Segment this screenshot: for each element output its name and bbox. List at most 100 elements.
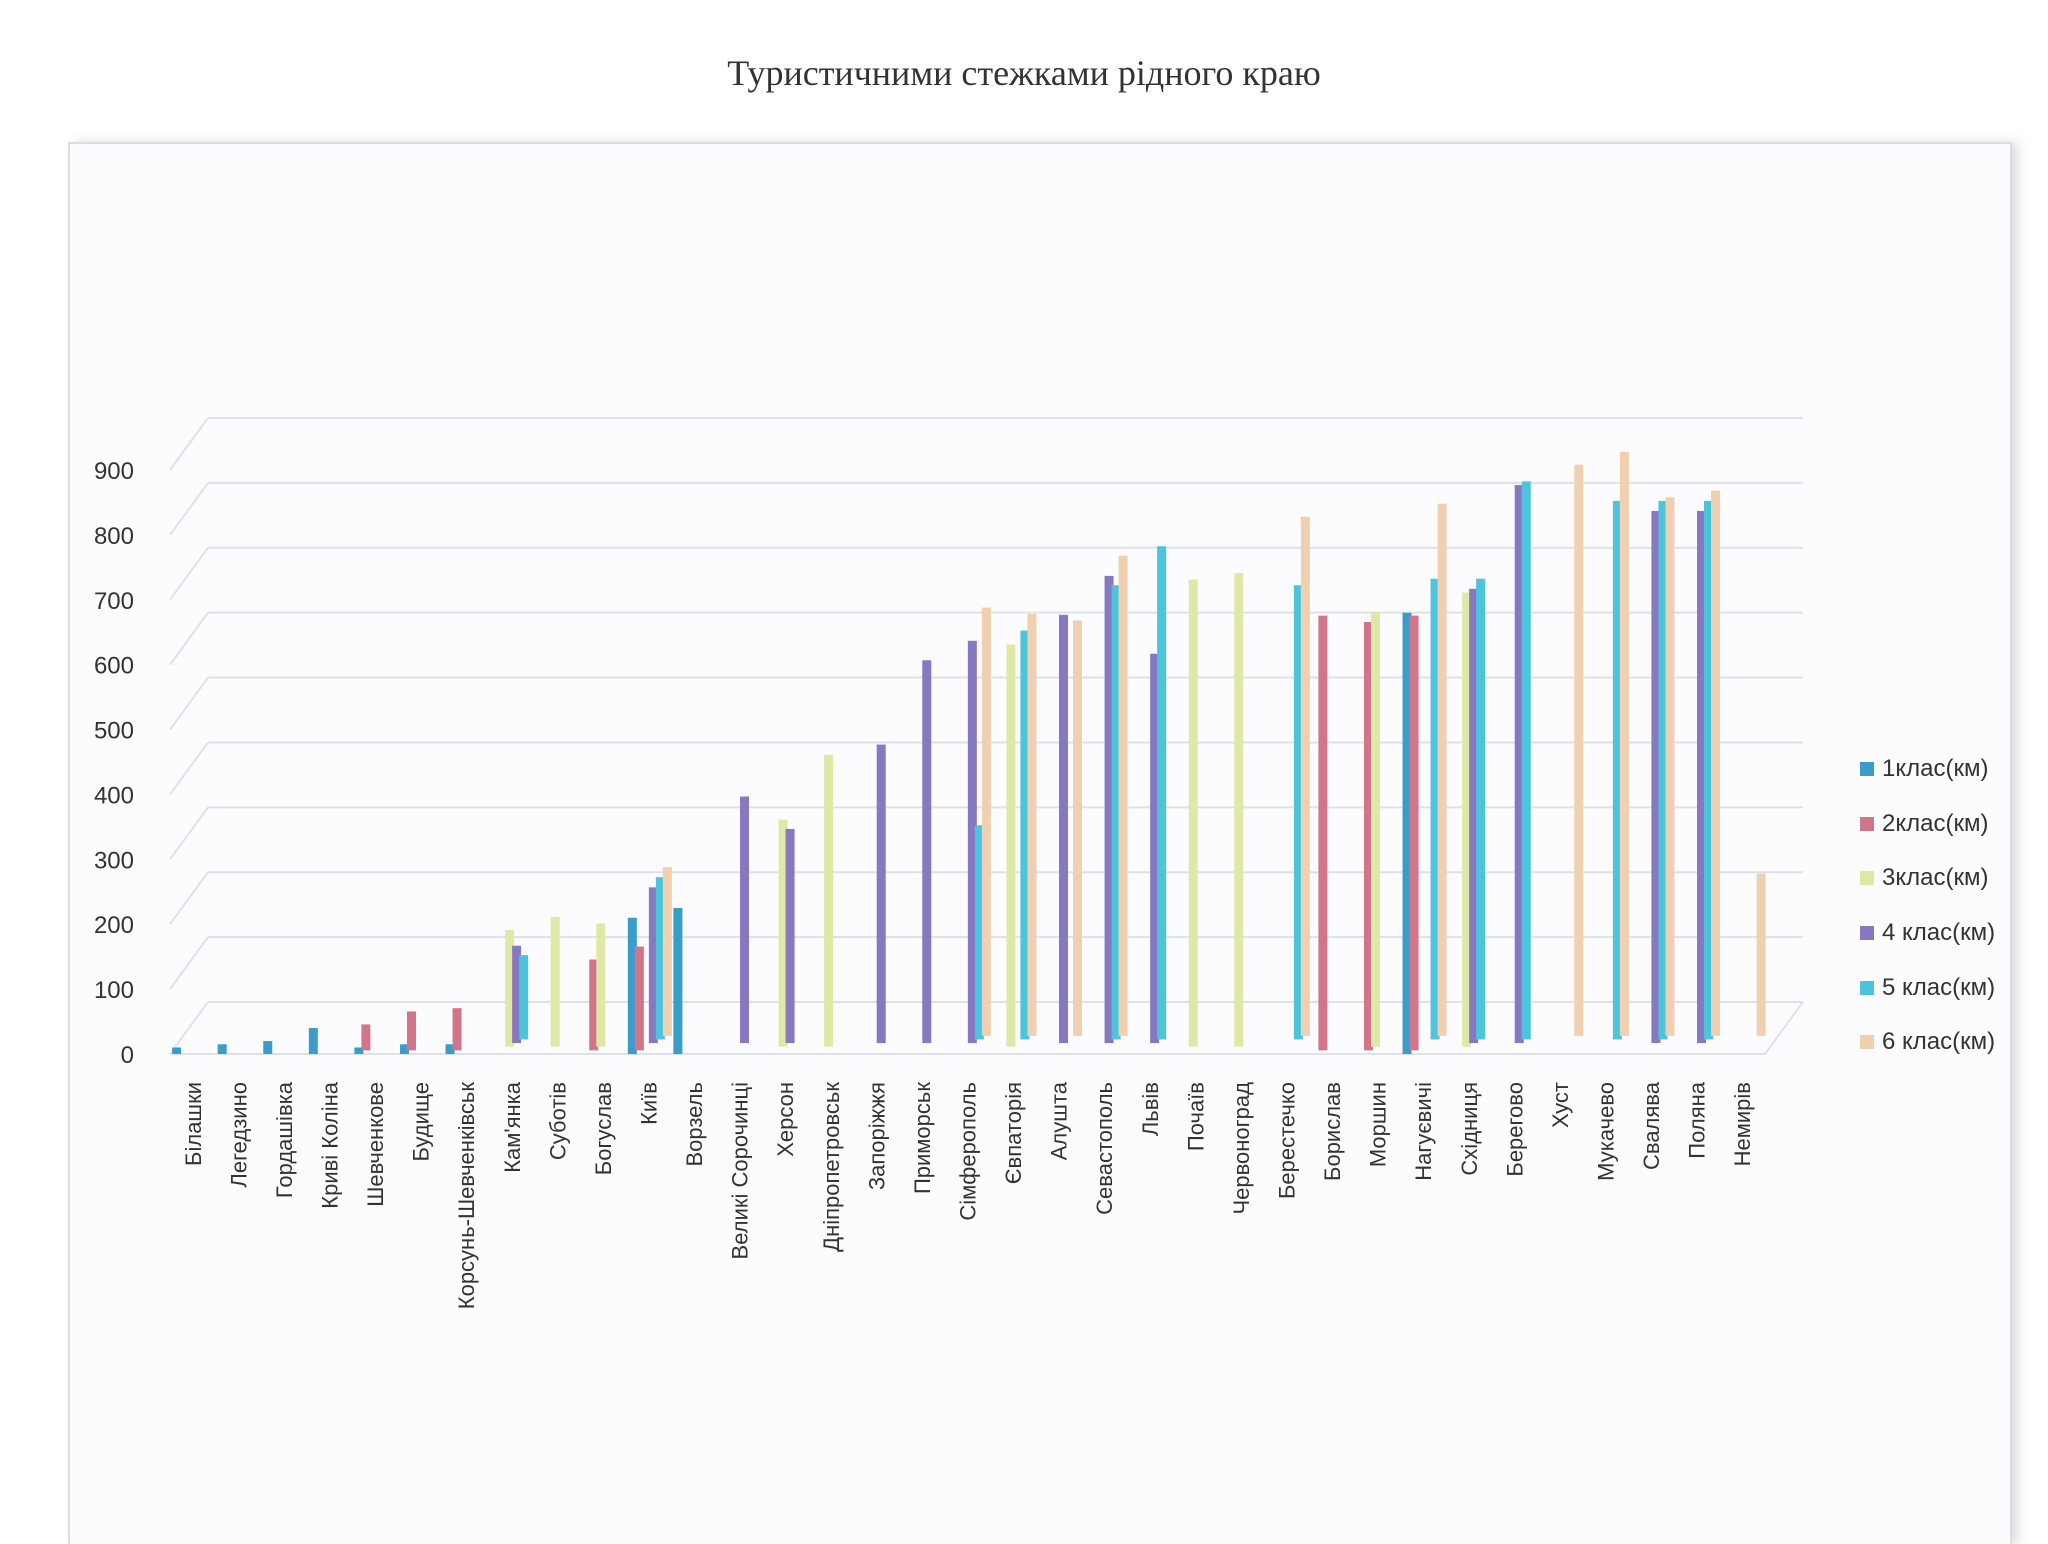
x-tick-label-6: Корсунь-Шевченківськ [454, 1082, 479, 1310]
bar-5-10 [655, 877, 665, 1040]
bar-6-33 [1711, 490, 1721, 1036]
bar-1-6 [445, 1044, 455, 1054]
x-tick-label-16: Приморськ [910, 1082, 935, 1194]
bar-1-27 [1402, 612, 1412, 1054]
bar-5-33 [1704, 500, 1714, 1040]
x-tick-label-30: Хуст [1548, 1082, 1573, 1128]
x-tick-label-7: Кам'янка [500, 1081, 525, 1173]
bar-2-25 [1318, 615, 1328, 1051]
x-tick-label-10: Київ [637, 1082, 662, 1125]
bar-3-22 [1188, 579, 1198, 1047]
legend-swatch [1860, 926, 1874, 941]
y-tick-label-1: 100 [94, 977, 134, 1004]
legend-swatch [1860, 980, 1874, 995]
bar-5-21 [1157, 546, 1167, 1040]
bar-4-17 [967, 640, 977, 1044]
bar-4-15 [876, 744, 886, 1044]
x-tick-label-26: Моршин [1366, 1082, 1391, 1167]
legend-label: 1клас(км) [1882, 755, 1989, 783]
y-tick-label-7: 700 [94, 588, 134, 615]
x-tick-label-22: Почаїв [1183, 1082, 1208, 1151]
bar-3-7 [505, 929, 515, 1047]
bar-1-2 [263, 1041, 273, 1054]
x-tick-label-9: Богуслав [591, 1082, 616, 1175]
bar-4-20 [1104, 575, 1114, 1044]
grid-line-depth [169, 612, 209, 666]
x-tick-label-27: Нагуєвичі [1411, 1082, 1436, 1181]
bar-3-13 [778, 819, 788, 1047]
bar-5-28 [1476, 578, 1486, 1040]
bars [172, 451, 1766, 1054]
x-tick-label-20: Севастополь [1092, 1082, 1117, 1215]
x-tick-label-18: Євпаторія [1001, 1082, 1026, 1184]
bar-4-33 [1696, 510, 1706, 1044]
x-tick-label-23: Червоноград [1229, 1082, 1254, 1215]
x-tick-label-31: Мукачево [1594, 1082, 1619, 1181]
bar-2-27 [1409, 615, 1419, 1051]
bar-1-0 [172, 1047, 182, 1054]
bar-5-31 [1612, 500, 1622, 1040]
y-tick-label-9: 900 [94, 458, 134, 485]
legend: 1клас(км) 2клас(км) 3клас(км) 4 клас(км) 5 к… [1860, 742, 1995, 1070]
bar-6-24 [1300, 516, 1310, 1036]
x-tick-label-15: Запоріжжя [864, 1082, 889, 1190]
bar-6-20 [1118, 555, 1128, 1036]
bar-5-32 [1658, 500, 1668, 1040]
grid-line-depth [169, 741, 209, 796]
x-tick-label-1: Легедзино [226, 1082, 251, 1188]
x-tick-label-24: Берестечко [1275, 1082, 1300, 1199]
bar-2-5 [406, 1011, 416, 1051]
bar-5-20 [1111, 585, 1121, 1040]
legend-item-1: 1клас(км) [1860, 742, 1995, 797]
bar-2-6 [452, 1008, 462, 1051]
x-tick-label-33: Поляна [1685, 1081, 1710, 1158]
y-tick-label-4: 400 [94, 782, 134, 809]
bar-1-3 [308, 1028, 318, 1054]
x-tick-label-17: Сімферополь [956, 1082, 981, 1221]
y-tick-label-8: 800 [94, 523, 134, 550]
x-tick-label-12: Великі Сорочинці [728, 1082, 753, 1259]
x-axis-labels: Білашки Легедзино Гордашівка Криві Коліна Ше… [181, 1081, 1755, 1309]
x-tick-label-28: Східниця [1457, 1082, 1482, 1176]
legend-swatch [1860, 816, 1874, 831]
legend-item-3: 3клас(км) [1860, 851, 1995, 906]
x-tick-label-25: Борислав [1320, 1082, 1345, 1181]
bar-3-23 [1234, 573, 1244, 1047]
bar-1-11 [673, 908, 683, 1054]
legend-label: 5 клас(км) [1882, 973, 1996, 1001]
bar-4-16 [922, 660, 932, 1044]
grid-line-depth [169, 806, 209, 860]
legend-swatch [1860, 1035, 1874, 1050]
bar-4-10 [648, 887, 658, 1044]
grid-lines [169, 417, 1804, 1055]
bar-1-4 [354, 1047, 364, 1054]
bar-5-7 [519, 955, 529, 1040]
legend-item-6: 6 клас(км) [1860, 1015, 1995, 1070]
bar-5-24 [1293, 585, 1303, 1040]
bar-6-19 [1073, 620, 1083, 1036]
bar-6-31 [1619, 451, 1629, 1036]
legend-label: 6 клас(км) [1882, 1028, 1996, 1056]
x-tick-label-14: Дніпропетровськ [819, 1082, 844, 1252]
bar-3-26 [1370, 611, 1380, 1047]
bar-2-10 [634, 946, 644, 1051]
bar-4-28 [1469, 588, 1479, 1044]
bar-4-19 [1058, 614, 1068, 1044]
bar-3-14 [824, 754, 834, 1047]
x-tick-label-8: Суботів [545, 1082, 570, 1160]
legend-item-5: 5 клас(км) [1860, 960, 1995, 1015]
x-tick-label-11: Ворзель [682, 1082, 707, 1167]
grid-line-depth [169, 1001, 209, 1055]
bar-5-29 [1521, 481, 1531, 1040]
bar-3-9 [596, 923, 606, 1047]
bar-5-17 [974, 825, 984, 1040]
legend-label: 3клас(км) [1882, 864, 1989, 892]
x-tick-label-2: Гордашівка [272, 1081, 297, 1198]
grid-line-depth [169, 417, 209, 471]
bar-6-27 [1437, 503, 1447, 1036]
bar-6-18 [1027, 614, 1037, 1036]
chart-title: Туристичними стежками рідного краю [727, 53, 1321, 93]
x-tick-label-29: Берегово [1502, 1082, 1527, 1177]
bar-1-5 [399, 1044, 409, 1054]
y-tick-label-2: 200 [94, 912, 134, 939]
